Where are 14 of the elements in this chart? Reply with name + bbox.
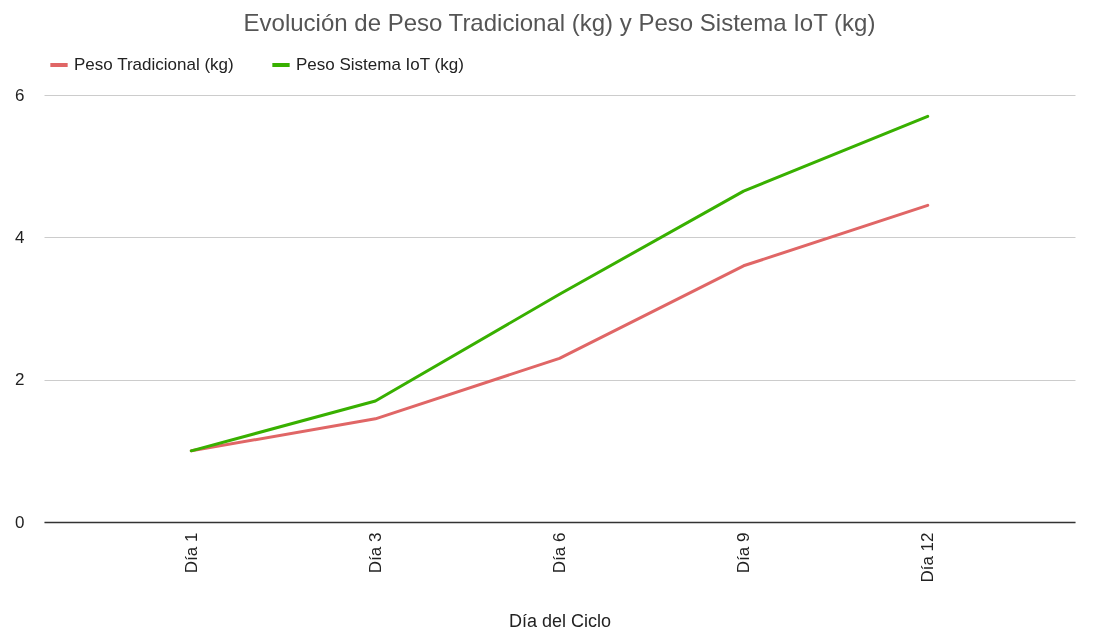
chart-title: Evolución de Peso Tradicional (kg) y Peso Sistema IoT (kg) (243, 9, 876, 36)
x-tick-label: Día 6 (550, 532, 569, 574)
y-tick-label: 0 (15, 512, 25, 532)
x-tick-label: Día 3 (365, 532, 385, 574)
x-tick-label: Día 12 (918, 532, 938, 583)
y-tick-label: 4 (15, 227, 25, 247)
legend-label: Peso Tradicional (kg) (74, 55, 234, 74)
legend-label: Peso Sistema IoT (kg) (296, 55, 464, 74)
x-tick-label: Día 1 (181, 532, 201, 574)
y-tick-label: 6 (15, 85, 25, 105)
x-tick-label: Día 9 (734, 532, 754, 574)
line-series (189, 114, 930, 453)
x-axis-title: Día del Ciclo (508, 610, 612, 631)
y-tick-label: 2 (15, 370, 25, 390)
